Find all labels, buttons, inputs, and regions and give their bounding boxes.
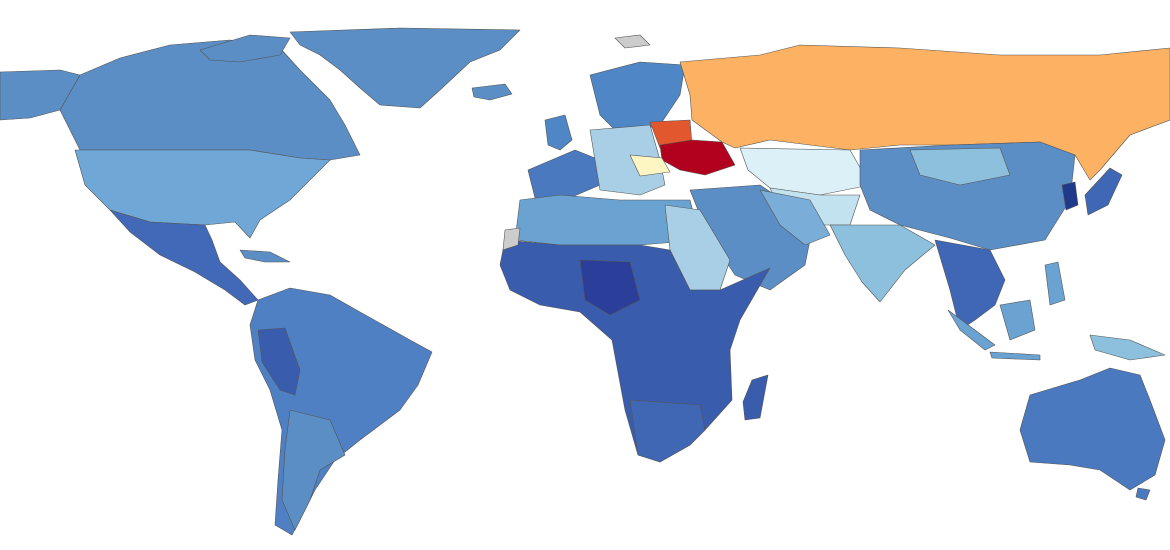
iceland: [471, 83, 513, 101]
alaska: [0, 69, 81, 121]
uk: [544, 114, 573, 151]
southern-africa: [629, 399, 706, 463]
southeast-asia: [934, 239, 1006, 331]
korea: [1061, 181, 1079, 211]
scandinavia: [589, 61, 686, 131]
western-europe: [527, 149, 601, 201]
ukraine: [659, 139, 736, 176]
central-europe: [589, 124, 666, 196]
tasmania: [1135, 487, 1151, 501]
mongolia: [909, 147, 1011, 186]
borneo: [999, 299, 1036, 341]
western-sahara: [502, 227, 521, 251]
mexico-central-america: [109, 209, 259, 306]
japan: [1084, 167, 1123, 216]
canadian-arctic: [199, 34, 291, 63]
cuba: [239, 249, 291, 263]
peru: [257, 327, 301, 396]
new-guinea: [1089, 334, 1166, 361]
nigeria-niger: [579, 259, 641, 316]
india: [829, 224, 936, 303]
argentina: [281, 409, 346, 531]
russia: [679, 44, 1170, 181]
philippines: [1044, 261, 1066, 306]
sumatra: [947, 309, 996, 351]
java: [989, 351, 1041, 361]
svalbard: [614, 34, 651, 49]
greenland: [289, 27, 521, 109]
moldova-romania: [629, 154, 671, 177]
south-america: [249, 287, 433, 536]
australia: [1019, 367, 1166, 491]
china-mongolia: [859, 141, 1076, 251]
iran: [759, 189, 831, 246]
madagascar: [742, 374, 769, 421]
